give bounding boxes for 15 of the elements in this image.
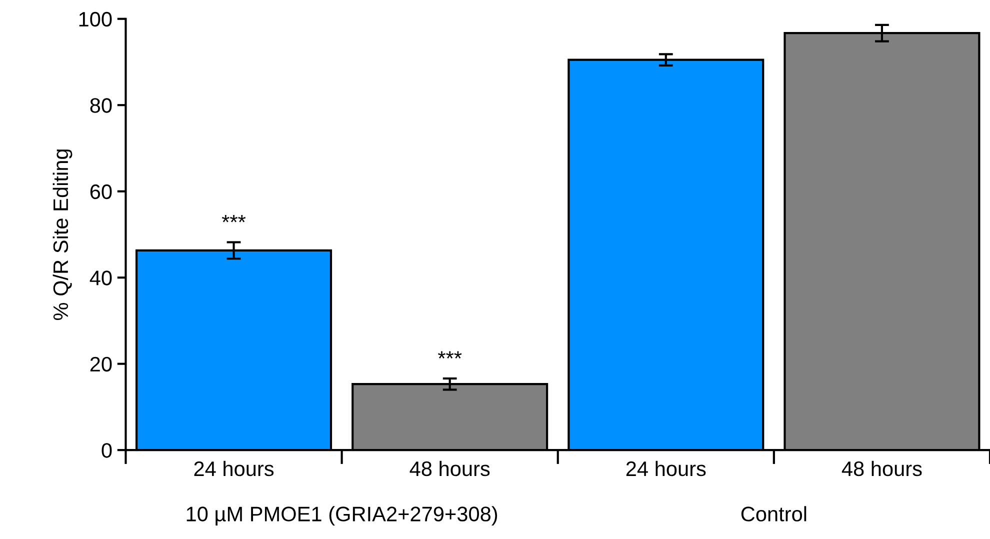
y-tick-label: 60 (90, 184, 112, 200)
annotation: *** (438, 351, 462, 359)
x-tick-label: 48 hours (842, 460, 922, 476)
y-tick-label: 20 (90, 356, 112, 372)
text: Control (741, 506, 806, 522)
y-tick-label: 80 (90, 98, 112, 113)
y-tick-label: 100 (79, 12, 112, 27)
y-axis-title: % Q/R Site Editing (52, 150, 72, 320)
text: 10 µM PMOE1 (GRIA2+279+308) (186, 506, 498, 526)
x-tick-label: 24 hours (626, 460, 706, 476)
y-tick-label: 40 (90, 270, 112, 286)
x-tick-label: 48 hours (410, 460, 490, 476)
annotation: *** (222, 214, 246, 222)
x-tick-label: 24 hours (194, 460, 274, 476)
y-tick-label: 0 (102, 443, 112, 458)
